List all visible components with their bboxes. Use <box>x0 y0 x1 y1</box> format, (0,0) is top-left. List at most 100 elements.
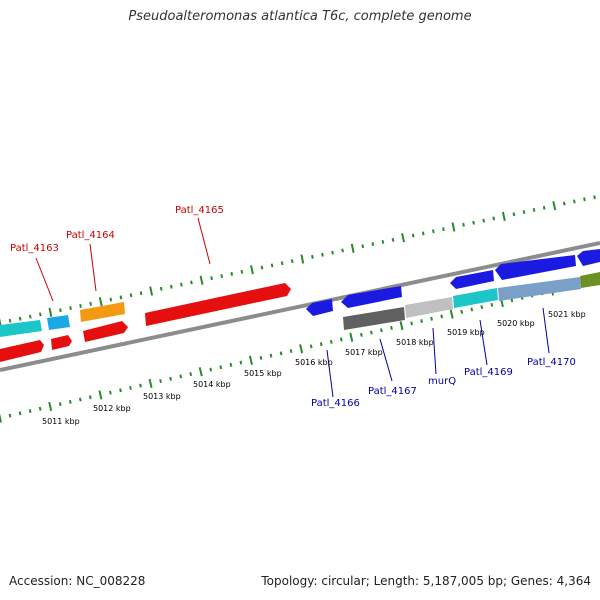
gene-patl-4165[interactable] <box>145 283 291 326</box>
kbp-label: 5011 kbp <box>42 417 80 426</box>
inner-minor-tick <box>269 353 273 358</box>
outer-minor-tick <box>169 284 173 289</box>
kbp-labels: 5011 kbp 5012 kbp 5013 kbp 5014 kbp 5015 kbp… <box>42 310 586 426</box>
inner-major-tick <box>198 367 203 377</box>
inner-minor-tick <box>68 399 72 404</box>
outer-minor-tick <box>260 265 264 270</box>
outer-major-tick <box>501 211 506 222</box>
gene-label-patl-4164[interactable]: Patl_4164 <box>66 230 115 241</box>
inner-minor-tick <box>319 342 323 347</box>
inner-minor-tick <box>189 372 193 377</box>
kbp-label: 5021 kbp <box>548 310 586 319</box>
gene-label-patl-4165[interactable]: Patl_4165 <box>175 205 224 216</box>
gene-orange[interactable] <box>80 302 125 322</box>
gene-patl-4167[interactable] <box>341 286 402 308</box>
inner-minor-tick <box>219 365 223 370</box>
outer-minor-tick <box>190 280 193 285</box>
inner-minor-tick <box>119 388 122 393</box>
outer-minor-tick <box>331 250 334 255</box>
outer-minor-tick <box>180 282 183 287</box>
kbp-label: 5019 kbp <box>447 328 485 337</box>
outer-minor-tick <box>109 297 113 302</box>
gene-label-patl-4163[interactable]: Patl_4163 <box>10 243 59 254</box>
kbp-label: 5020 kbp <box>497 319 535 328</box>
inner-major-tick <box>449 309 454 319</box>
outer-minor-tick <box>442 227 445 232</box>
inner-minor-tick <box>139 383 142 388</box>
map-title: Pseudoalteromonas atlantica T6c, complet… <box>128 9 472 24</box>
inner-minor-tick <box>390 325 393 330</box>
inner-major-tick <box>399 321 404 331</box>
outer-minor-tick <box>38 312 42 317</box>
inner-minor-tick <box>380 328 383 333</box>
outer-minor-tick <box>542 205 546 210</box>
outer-minor-tick <box>381 239 385 244</box>
inner-minor-tick <box>430 316 433 321</box>
inner-major-tick <box>148 378 153 389</box>
forward-genes <box>0 283 291 362</box>
inner-minor-tick <box>309 344 313 349</box>
gene-lightblue[interactable] <box>47 315 70 330</box>
outer-minor-tick <box>210 276 213 281</box>
inner-minor-tick <box>480 305 484 310</box>
outer-minor-tick <box>573 199 576 204</box>
block-gray-blue <box>498 277 581 301</box>
outer-minor-tick <box>18 316 22 321</box>
outer-minor-tick <box>79 303 82 308</box>
gene-label-patl-4169[interactable]: Patl_4169 <box>464 367 513 378</box>
outer-minor-tick <box>391 237 395 242</box>
outer-minor-tick <box>421 231 425 236</box>
inner-minor-tick <box>159 379 162 384</box>
gene-label-murq[interactable]: murQ <box>428 376 456 387</box>
kbp-label: 5017 kbp <box>345 348 383 357</box>
block-dark-gray <box>343 307 405 330</box>
inner-minor-tick <box>209 367 213 372</box>
outer-minor-tick <box>129 293 133 298</box>
inner-minor-tick <box>259 355 263 360</box>
gene-murq[interactable] <box>450 270 494 289</box>
inner-minor-tick <box>289 349 293 354</box>
gene-cyan-left[interactable] <box>0 320 42 337</box>
inner-minor-tick <box>28 409 32 414</box>
gene-patl-4169[interactable] <box>495 255 576 280</box>
outer-minor-tick <box>240 269 244 274</box>
inner-minor-tick <box>339 337 343 342</box>
inner-minor-tick <box>490 302 494 307</box>
outer-minor-tick <box>522 210 526 215</box>
outer-minor-tick <box>59 308 62 313</box>
inner-minor-tick <box>38 406 42 411</box>
inner-major-tick <box>98 390 103 400</box>
outer-minor-tick <box>8 318 12 323</box>
gene-patl-4164[interactable] <box>83 321 128 342</box>
leader-lines <box>35 217 550 398</box>
gene-red-lower-mid[interactable] <box>51 335 72 350</box>
outer-major-tick <box>552 201 557 211</box>
gene-labels: Patl_4163 Patl_4164 Patl_4165 Patl_4166 Patl… <box>10 205 576 409</box>
outer-minor-tick <box>321 252 324 257</box>
gene-label-patl-4170[interactable]: Patl_4170 <box>527 357 576 368</box>
inner-minor-tick <box>279 351 283 356</box>
inner-major-tick <box>0 413 2 423</box>
outer-major-tick <box>451 222 456 232</box>
inner-major-tick <box>48 401 53 412</box>
inner-minor-tick <box>470 307 474 312</box>
gene-red-lower-left[interactable] <box>0 340 44 362</box>
outer-minor-tick <box>472 220 475 225</box>
inner-minor-tick <box>420 319 423 324</box>
inner-major-tick <box>248 355 253 365</box>
outer-major-tick <box>350 243 355 253</box>
reverse-genes <box>306 249 600 330</box>
inner-minor-tick <box>440 314 444 319</box>
kbp-label: 5014 kbp <box>193 380 231 389</box>
outer-minor-tick <box>583 197 586 202</box>
gene-label-patl-4167[interactable]: Patl_4167 <box>368 386 417 397</box>
outer-tick-ring <box>0 195 596 328</box>
outer-minor-tick <box>280 261 284 266</box>
gene-label-patl-4166[interactable]: Patl_4166 <box>311 398 360 409</box>
genome-backbone <box>0 241 600 372</box>
accession-text: Accession: NC_008228 <box>9 574 146 588</box>
gene-patl-4166[interactable] <box>306 299 333 316</box>
inner-minor-tick <box>88 395 92 400</box>
gene-patl-4170[interactable] <box>577 249 600 266</box>
